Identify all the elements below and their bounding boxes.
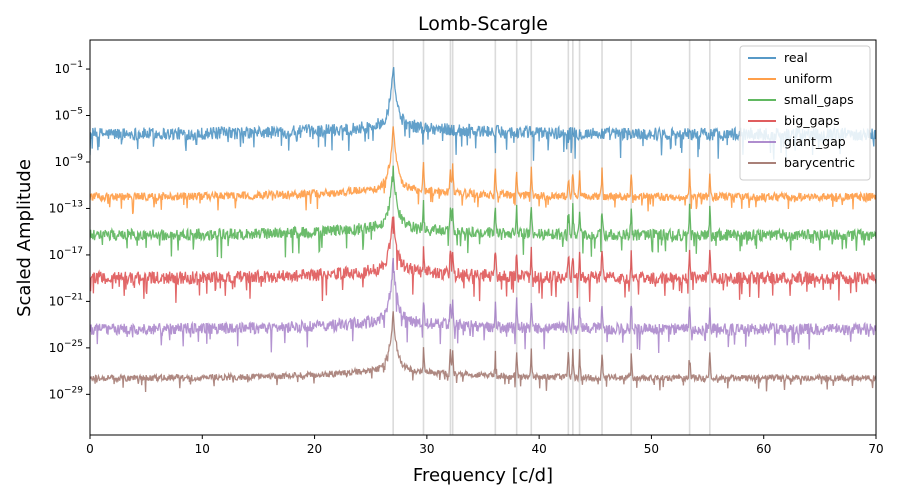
y-axis-label: Scaled Amplitude [14,159,35,317]
y-tick-label: 10−1 [54,60,83,76]
legend-label-real: real [784,50,808,65]
y-tick-label: 10−25 [49,339,83,355]
x-axis-label: Frequency [c/d] [413,465,553,486]
plot-frame [89,39,877,436]
series-line-uniform [90,126,876,215]
series-line-giant_gap [90,257,876,354]
legend-label-big_gaps: big_gaps [784,113,840,128]
series-line-big_gaps [90,216,876,303]
x-tick-label: 60 [756,442,771,456]
legend-label-small_gaps: small_gaps [784,92,854,107]
x-tick-label: 20 [307,442,322,456]
chart-title: Lomb-Scargle [418,13,548,35]
y-tick-label: 10−9 [54,153,83,169]
x-tick-label: 30 [419,442,434,456]
x-tick-label: 70 [868,442,883,456]
y-axis-ticks: 10−1 10−5 10−9 10−13 10−17 10−21 10−25 10−29 [49,60,90,401]
legend-label-giant_gap: giant_gap [784,134,846,149]
x-tick-label: 0 [86,442,94,456]
y-tick-label: 10−21 [49,292,83,308]
y-tick-label: 10−13 [49,199,83,215]
legend-label-uniform: uniform [784,71,832,86]
x-tick-label: 10 [195,442,210,456]
legend: real uniform small_gaps big_gaps giant_gapba… [739,45,871,181]
x-tick-label: 40 [532,442,547,456]
reference-lines [392,40,711,435]
x-axis-ticks: 0 10 20 30 40 50 60 70 [86,435,884,456]
y-tick-label: 10−5 [54,107,83,123]
y-tick-label: 10−29 [49,385,84,401]
series-line-barycentric [90,311,876,393]
series-line-small_gaps [90,165,876,259]
x-tick-label: 50 [644,442,659,456]
legend-label-barycentric: barycentric [784,155,855,170]
y-tick-label: 10−17 [49,246,83,262]
